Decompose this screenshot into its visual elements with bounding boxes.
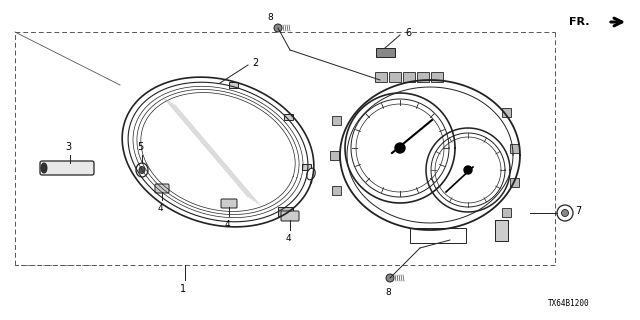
- Text: 3: 3: [65, 142, 71, 152]
- FancyBboxPatch shape: [330, 150, 339, 159]
- FancyBboxPatch shape: [495, 220, 508, 241]
- Ellipse shape: [139, 166, 145, 173]
- Text: 8: 8: [267, 13, 273, 22]
- Circle shape: [395, 143, 405, 153]
- Ellipse shape: [307, 168, 316, 180]
- Ellipse shape: [136, 163, 148, 177]
- FancyBboxPatch shape: [374, 71, 387, 82]
- FancyBboxPatch shape: [410, 228, 465, 243]
- Circle shape: [561, 210, 568, 217]
- FancyBboxPatch shape: [502, 108, 511, 116]
- FancyBboxPatch shape: [431, 71, 442, 82]
- Ellipse shape: [41, 163, 47, 173]
- FancyBboxPatch shape: [155, 184, 169, 193]
- Text: 4: 4: [157, 204, 163, 213]
- FancyBboxPatch shape: [228, 82, 237, 87]
- Text: FR.: FR.: [570, 17, 590, 27]
- Text: 7: 7: [575, 206, 581, 216]
- Text: 2: 2: [252, 58, 259, 68]
- FancyBboxPatch shape: [388, 71, 401, 82]
- FancyBboxPatch shape: [509, 143, 518, 153]
- Text: 6: 6: [405, 28, 411, 38]
- FancyBboxPatch shape: [278, 206, 292, 215]
- FancyBboxPatch shape: [221, 199, 237, 208]
- FancyBboxPatch shape: [502, 207, 511, 217]
- Text: TX64B1200: TX64B1200: [548, 299, 590, 308]
- Circle shape: [386, 274, 394, 282]
- Text: 4: 4: [285, 234, 291, 243]
- Text: 4: 4: [224, 220, 230, 229]
- FancyBboxPatch shape: [284, 114, 292, 119]
- FancyBboxPatch shape: [509, 178, 518, 187]
- Text: 5: 5: [137, 142, 143, 152]
- Text: 1: 1: [180, 284, 186, 294]
- FancyBboxPatch shape: [332, 186, 340, 195]
- FancyBboxPatch shape: [301, 164, 310, 170]
- FancyBboxPatch shape: [417, 71, 429, 82]
- Circle shape: [557, 205, 573, 221]
- FancyBboxPatch shape: [40, 161, 94, 175]
- Circle shape: [464, 166, 472, 174]
- FancyBboxPatch shape: [332, 116, 340, 124]
- FancyBboxPatch shape: [281, 211, 299, 221]
- FancyBboxPatch shape: [376, 47, 394, 57]
- Text: 8: 8: [385, 288, 391, 297]
- Circle shape: [274, 24, 282, 32]
- FancyBboxPatch shape: [403, 71, 415, 82]
